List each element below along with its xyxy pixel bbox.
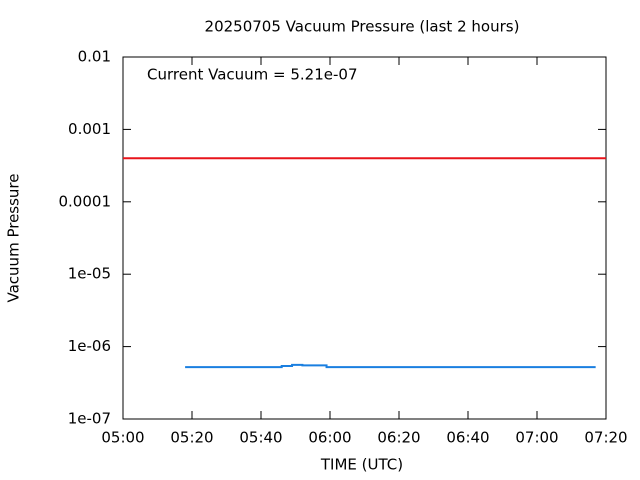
x-tick-label: 05:20 <box>170 429 213 447</box>
y-tick-label: 1e-07 <box>68 410 111 428</box>
chart-title: 20250705 Vacuum Pressure (last 2 hours) <box>205 18 520 36</box>
x-tick-label: 07:20 <box>584 429 627 447</box>
x-tick-label: 05:00 <box>101 429 144 447</box>
y-tick-label: 0.0001 <box>59 192 112 210</box>
y-tick-label: 0.001 <box>68 120 111 138</box>
annotation: Current Vacuum = 5.21e-07 <box>147 66 358 84</box>
y-tick-label: 0.01 <box>78 48 111 66</box>
y-tick-label: 1e-06 <box>68 337 111 355</box>
x-tick-label: 06:00 <box>308 429 351 447</box>
x-tick-label: 07:00 <box>515 429 558 447</box>
plot-frame <box>122 56 607 420</box>
y-axis-label: Vacuum Pressure <box>5 174 23 303</box>
y-tick-label: 1e-05 <box>68 265 111 283</box>
x-tick-label: 05:40 <box>239 429 282 447</box>
data-line <box>185 363 596 369</box>
x-tick-label: 06:20 <box>377 429 420 447</box>
x-axis-label: TIME (UTC) <box>320 456 403 474</box>
x-tick-label: 06:40 <box>446 429 489 447</box>
